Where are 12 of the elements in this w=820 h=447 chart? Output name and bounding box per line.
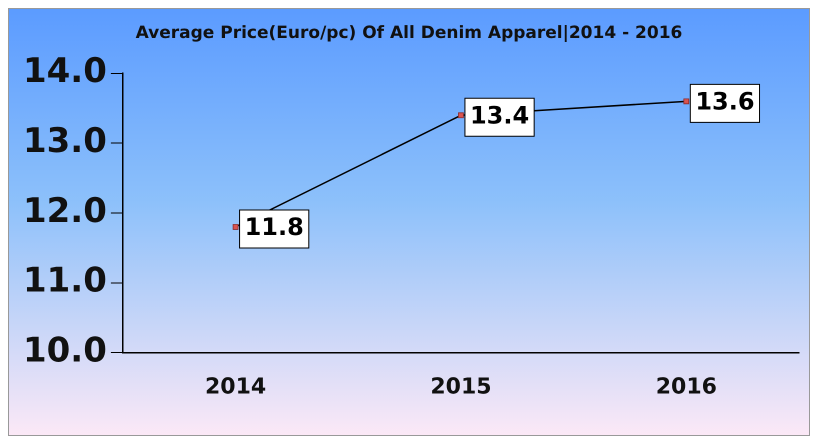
y-tick-label: 14.0 <box>22 51 107 92</box>
x-tick-label: 2015 <box>430 374 492 400</box>
x-tick-label: 2014 <box>204 374 266 400</box>
y-tick-label: 13.0 <box>22 121 107 162</box>
data-label: 13.6 <box>695 88 755 116</box>
data-label: 11.8 <box>244 213 304 242</box>
data-label: 13.4 <box>470 102 530 130</box>
x-tick-label: 2016 <box>656 374 717 400</box>
chart-title: Average Price(Euro/pc) Of All Denim Apparel|2014 - 2016 <box>134 23 684 43</box>
y-tick-label: 11.0 <box>22 260 107 301</box>
y-tick-label: 10.0 <box>22 330 107 370</box>
y-tick-label: 12.0 <box>22 190 107 231</box>
